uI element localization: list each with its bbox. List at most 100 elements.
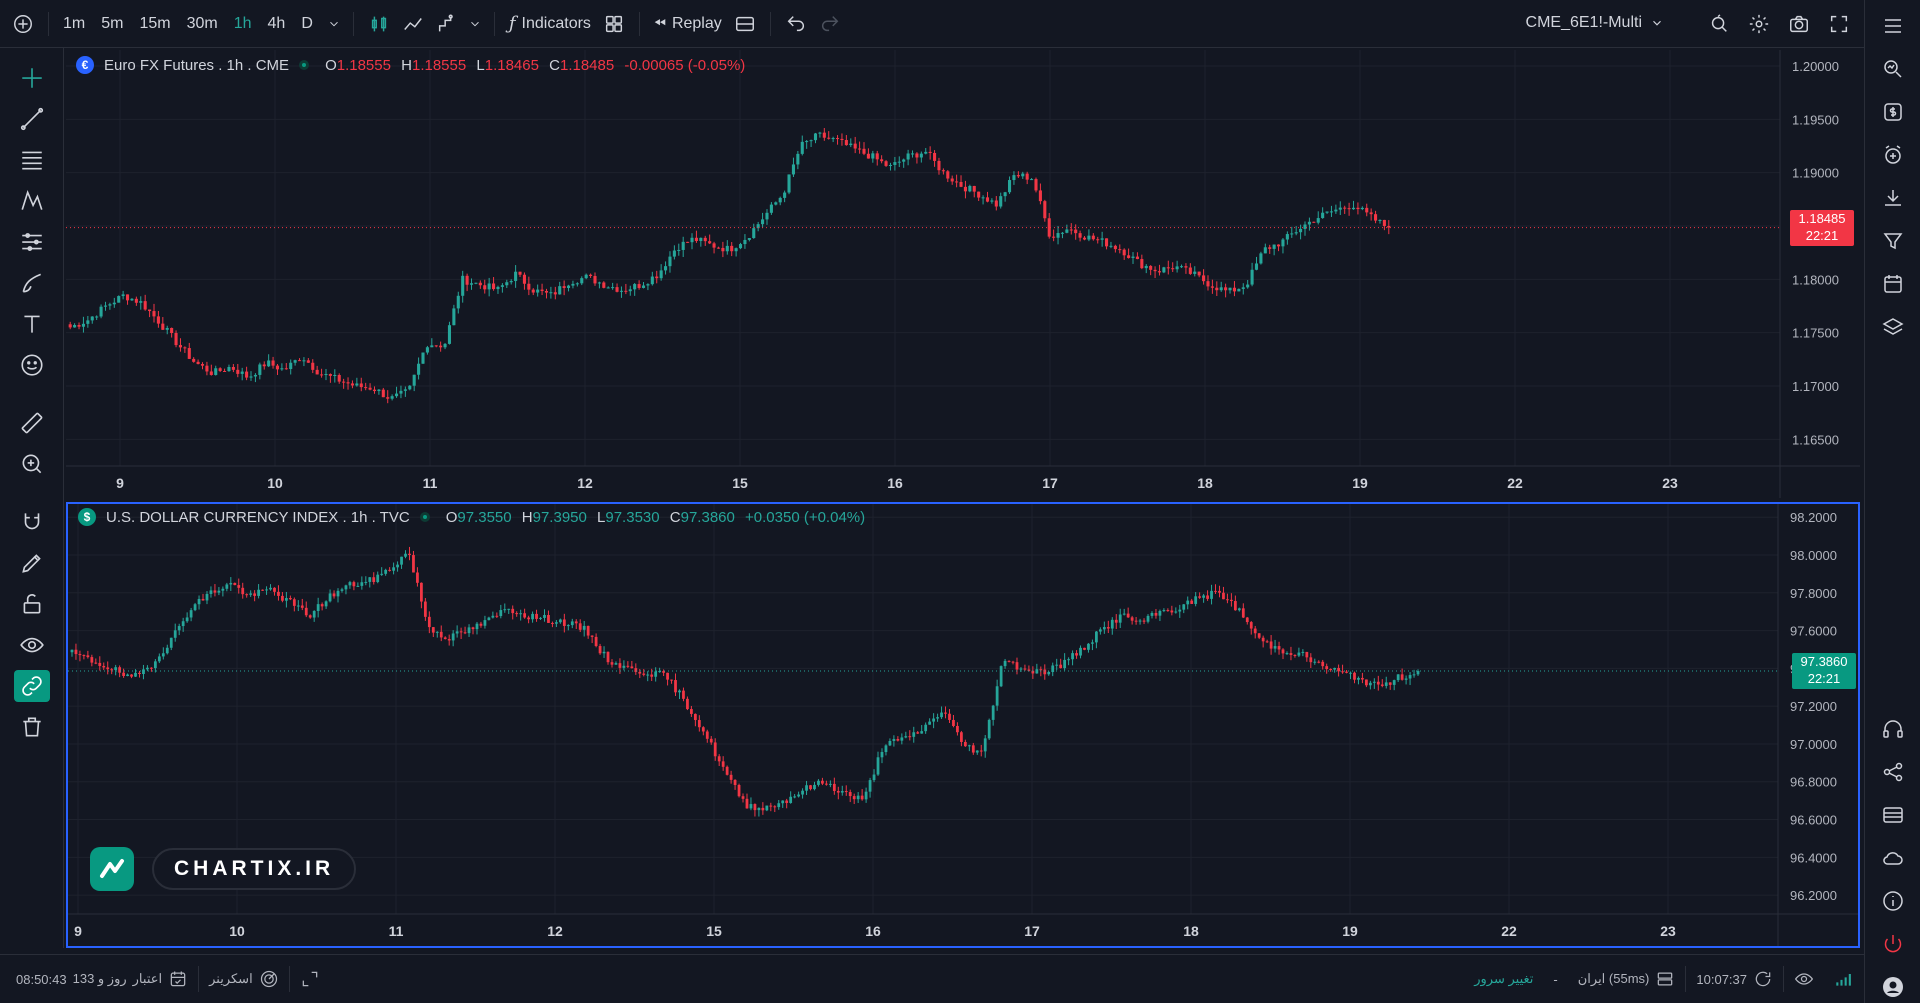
step-chart-icon[interactable] [430,8,464,40]
interval-d[interactable]: D [301,14,313,32]
screener-button[interactable]: اسکرینر [199,969,289,989]
split-layout-icon[interactable] [728,8,762,40]
power-icon[interactable] [1876,928,1910,960]
alert-add-icon[interactable] [1876,139,1910,171]
candle-down [1114,619,1118,623]
candle-up [296,605,300,607]
candle-up [611,287,615,289]
undo-icon[interactable] [779,8,813,40]
candle-up [575,283,579,285]
interval-1h[interactable]: 1h [233,14,252,32]
download-icon[interactable] [1876,182,1910,214]
credit-info: 08:50:43 133 روز و اعتبار [0,969,198,989]
zoom-in-icon[interactable] [14,448,50,480]
lock-drawing-icon[interactable] [14,547,50,579]
expand-button[interactable] [290,969,330,989]
menu-icon[interactable] [1876,10,1910,42]
candle-up [99,306,103,317]
candle-down [1154,612,1158,616]
candle-up [752,228,756,239]
candle-down [615,287,619,292]
layers-icon[interactable] [1876,311,1910,343]
crosshair-icon[interactable] [14,62,50,94]
camera-icon[interactable] [1782,8,1816,40]
visibility-toggle[interactable] [1784,969,1824,989]
eye-icon[interactable] [14,629,50,661]
server-change-button[interactable]: تغییر سرور [1464,971,1543,987]
candle-up [902,159,906,162]
euro-fx-candlestick-chart[interactable]: 1.200001.195001.190001.185001.180001.175… [66,50,1860,498]
dxy-pane[interactable]: 98.200098.000097.800097.600097.400097.20… [66,502,1860,948]
candle-down [1214,590,1217,592]
support-headset-icon[interactable] [1876,713,1910,745]
candle-up [1334,209,1338,212]
dxy-candlestick-chart[interactable]: 98.200098.000097.800097.600097.400097.20… [68,504,1858,946]
candle-up [584,274,588,279]
refresh-icon[interactable] [1753,969,1773,989]
interval-5m[interactable]: 5m [101,14,124,32]
toolbar-divider [638,11,640,36]
fullscreen-icon[interactable] [1822,8,1856,40]
candle-down [1210,286,1214,288]
user-avatar-icon[interactable] [1876,971,1910,1003]
brush-icon[interactable] [14,267,50,299]
info-icon[interactable] [1876,885,1910,917]
dollar-square-icon[interactable] [1876,96,1910,128]
share-icon[interactable] [1876,756,1910,788]
fib-retracement-icon[interactable] [14,144,50,176]
candle-down [985,197,990,202]
search-chart-icon[interactable] [1876,53,1910,85]
link-icon[interactable] [13,670,50,702]
candle-down [941,170,945,172]
candle-down [908,736,912,738]
candle-down [852,796,856,800]
trash-icon[interactable] [14,711,50,743]
candle-down [950,178,954,182]
unlock-icon[interactable] [14,588,50,620]
quick-search-icon[interactable] [1702,8,1736,40]
forecast-icon[interactable] [14,226,50,258]
candle-down [733,779,737,786]
symbol-selector[interactable]: CME_6E1!-Multi [1526,14,1664,32]
chevron-down-icon [1653,20,1661,26]
credit-days: 133 روز و [72,971,127,986]
cloud-icon[interactable] [1876,842,1910,874]
candle-down [686,241,690,243]
interval-1m[interactable]: 1m [63,14,86,32]
chevron-down-icon[interactable] [323,8,345,40]
chevron-down-icon[interactable] [464,8,486,40]
text-icon[interactable] [14,308,50,340]
magnet-icon[interactable] [14,506,50,538]
candle-up [108,304,112,306]
candle-up [348,582,352,586]
interval-4h[interactable]: 4h [267,14,286,32]
pattern-icon[interactable] [14,185,50,217]
euro-fx-pane[interactable]: 1.200001.195001.190001.185001.180001.175… [66,50,1860,498]
filter-icon[interactable] [1876,225,1910,257]
candle-up [765,212,769,220]
card-icon[interactable] [1876,799,1910,831]
calendar-icon[interactable] [1876,268,1910,300]
candle-up [991,705,995,720]
candle-up [757,807,761,811]
add-symbol-icon[interactable] [6,8,40,40]
close-label: C [549,56,560,74]
candles-chart-icon[interactable] [362,8,396,40]
emoji-icon[interactable] [14,349,50,381]
indicators-button[interactable]: ƒ Indicators [503,8,597,40]
trend-line-icon[interactable] [14,103,50,135]
server-icon [1658,972,1673,986]
candle-down [725,766,729,775]
interval-30m[interactable]: 30m [186,14,218,32]
redo-icon[interactable] [813,8,847,40]
gear-icon[interactable] [1742,8,1776,40]
layouts-grid-icon[interactable] [597,8,631,40]
interval-15m[interactable]: 15m [139,14,171,32]
line-chart-icon[interactable] [396,8,430,40]
ruler-icon[interactable] [14,407,50,439]
candle-down [1052,236,1056,238]
candle-up [139,301,143,303]
candle-down [478,282,482,286]
replay-button[interactable]: ⏪︎ Replay [648,8,728,40]
candle-down [610,662,614,665]
